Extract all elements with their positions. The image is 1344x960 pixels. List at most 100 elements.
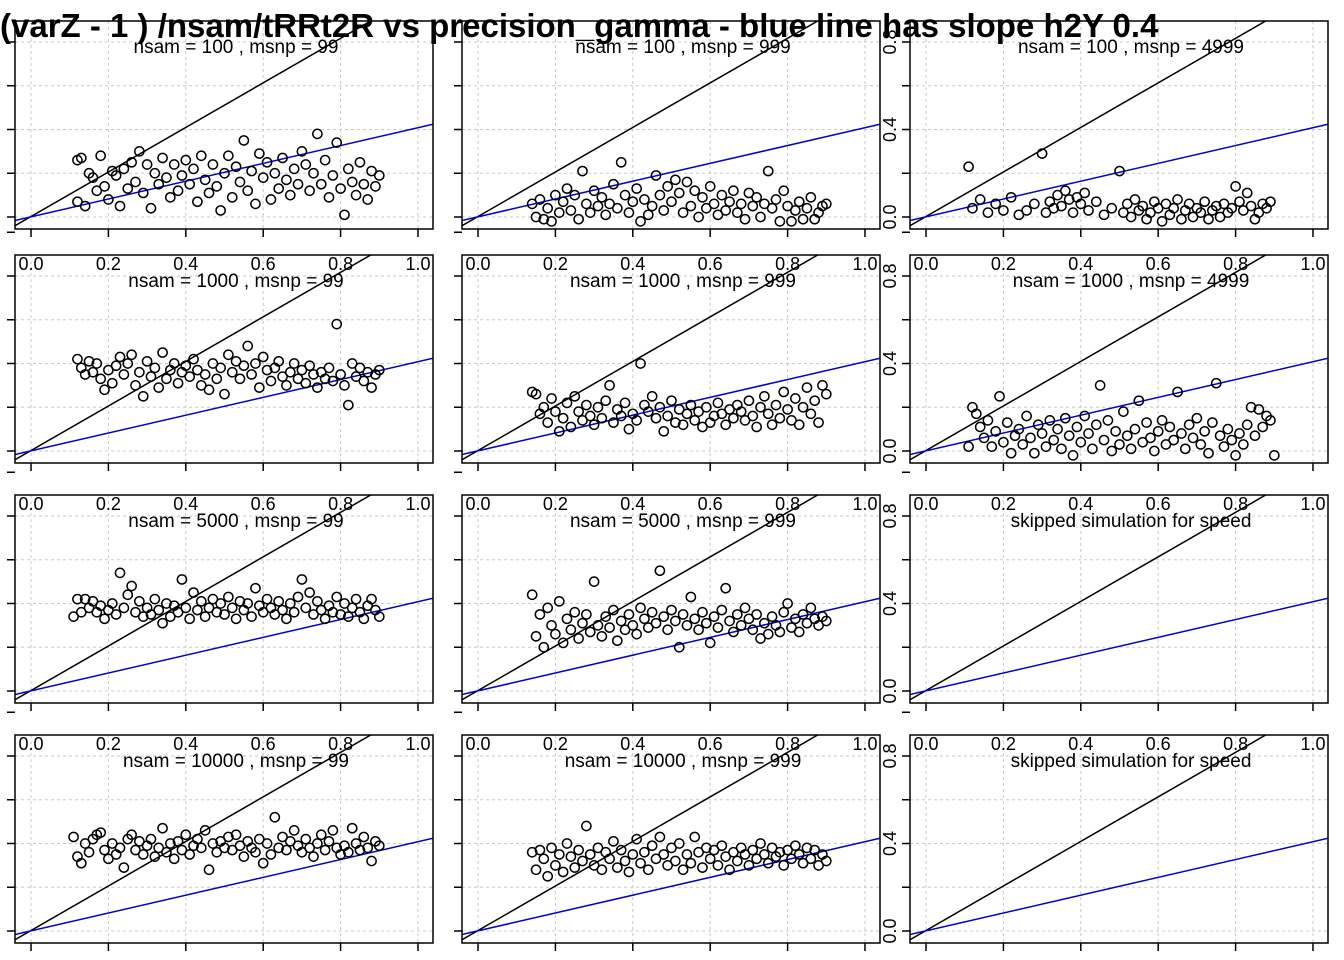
data-point: [592, 620, 604, 631]
identity-line: [910, 21, 1268, 227]
data-point: [327, 170, 339, 181]
data-point: [1001, 417, 1013, 428]
data-point: [530, 211, 542, 223]
data-point: [300, 602, 312, 614]
data-point: [724, 196, 735, 208]
plot-frame: [14, 734, 434, 944]
data-point: [199, 174, 211, 186]
data-point: [339, 380, 350, 391]
data-point: [611, 635, 623, 647]
slope-line: [462, 123, 880, 222]
data-point: [658, 849, 670, 860]
data-point: [735, 198, 747, 210]
data-point: [199, 825, 211, 836]
data-point: [786, 853, 797, 865]
data-point: [786, 415, 797, 426]
data-point: [354, 156, 366, 168]
data-point: [642, 406, 654, 417]
data-point: [685, 857, 697, 869]
data-point: [223, 349, 234, 361]
data-point: [967, 202, 978, 214]
x-tick-label: 0.8: [328, 254, 353, 274]
data-point: [1230, 450, 1241, 461]
data-point: [573, 633, 584, 644]
plot-frame: [461, 494, 881, 704]
data-point: [87, 366, 99, 378]
data-point: [604, 853, 615, 865]
data-point: [693, 211, 704, 223]
data-point: [292, 178, 304, 190]
data-point: [820, 615, 832, 627]
data-point: [998, 205, 1009, 216]
scatter-panel: nsam = 100 , msnp = 99: [7, 20, 434, 237]
data-point: [728, 626, 739, 638]
data-point: [1241, 419, 1253, 431]
data-point: [720, 205, 732, 216]
y-tick-label: 0.4: [880, 831, 900, 856]
data-point: [99, 844, 110, 856]
data-point: [553, 595, 565, 607]
data-point: [195, 842, 207, 854]
data-point: [230, 829, 242, 841]
data-point: [250, 582, 261, 594]
data-point: [1137, 436, 1149, 448]
data-point: [689, 415, 701, 426]
data-point: [561, 397, 573, 409]
x-tick-label: 0.4: [173, 734, 198, 754]
data-point: [538, 213, 550, 225]
data-point: [759, 198, 770, 210]
data-point: [700, 401, 712, 413]
data-point: [1067, 207, 1079, 218]
data-point: [134, 146, 145, 157]
data-point: [312, 838, 323, 849]
data-point: [963, 441, 974, 452]
data-point: [650, 170, 662, 181]
data-point: [793, 849, 805, 860]
data-point: [1145, 207, 1156, 218]
data-point: [1172, 194, 1183, 205]
scatter-panel: 0.0 0.2 0.4 0.6 0.8 1.0 nsam = 1000 , msnp = 9…: [7, 231, 434, 471]
data-point: [203, 602, 215, 614]
data-point: [1253, 207, 1265, 218]
data-point: [331, 137, 343, 148]
data-point: [530, 630, 542, 642]
x-tick-label: 0.0: [18, 254, 43, 274]
data-point: [739, 849, 751, 860]
data-point: [974, 421, 986, 433]
data-point: [1102, 415, 1114, 426]
data-point: [1234, 196, 1245, 208]
x-tick-label: 0.2: [543, 494, 568, 514]
data-point: [588, 185, 600, 197]
x-tick-label: 0.2: [96, 494, 121, 514]
data-point: [300, 833, 312, 845]
data-point: [246, 165, 257, 177]
data-point: [223, 150, 234, 162]
data-point: [584, 849, 596, 860]
data-point: [793, 196, 805, 208]
x-tick-label: 0.6: [698, 734, 723, 754]
data-point: [546, 620, 557, 631]
data-point: [619, 189, 631, 201]
slope-line: [462, 357, 880, 456]
data-point: [1075, 436, 1087, 448]
data-point: [79, 369, 91, 380]
data-point: [639, 613, 650, 625]
data-point: [72, 353, 83, 365]
data-point: [75, 606, 87, 618]
data-point: [99, 181, 110, 192]
data-point: [331, 591, 343, 603]
slope-line: [462, 597, 880, 696]
data-point: [188, 353, 199, 365]
identity-line: [462, 21, 820, 227]
data-point: [654, 189, 666, 201]
identity-line: [910, 255, 1268, 461]
data-point: [72, 196, 83, 208]
data-point: [75, 152, 87, 164]
data-point: [226, 602, 238, 614]
data-point: [569, 862, 581, 873]
data-point: [161, 598, 172, 609]
data-point: [1160, 198, 1172, 210]
data-point: [312, 128, 323, 140]
data-point: [658, 205, 670, 216]
data-point: [153, 842, 165, 854]
